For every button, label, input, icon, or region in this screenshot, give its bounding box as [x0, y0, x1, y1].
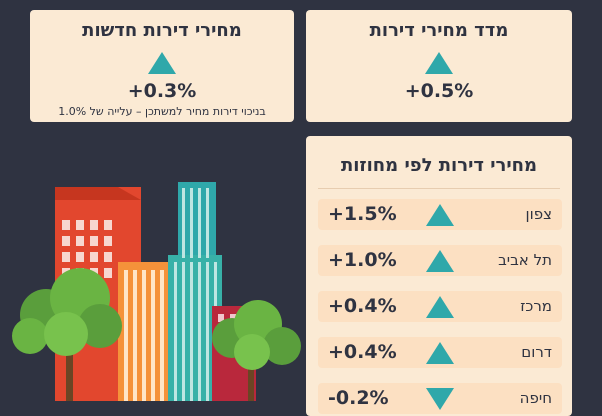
- city-illustration: [12, 182, 301, 401]
- orange-building: [118, 262, 170, 401]
- tree-icon: [212, 300, 301, 401]
- new-apartments-note: בניכוי דירות מחיר למשתכן – עלייה של 1.0%: [58, 105, 266, 118]
- up-arrow-icon: [426, 296, 454, 318]
- districts-title: מחירי דירות לפי מחוזות: [340, 155, 538, 176]
- district-row-south: +0.4% דרום: [318, 337, 562, 368]
- district-row-north: +1.5% צפון: [318, 199, 562, 230]
- district-name: תל אביב: [498, 251, 552, 269]
- up-arrow-icon: [426, 204, 454, 226]
- price-index-title: מדד מחירי דירות: [369, 20, 509, 41]
- districts-divider: [318, 188, 560, 189]
- up-arrow-icon: [148, 52, 176, 74]
- district-name: מרכז: [520, 297, 552, 315]
- new-apartments-title: מחירי דירות חדשות: [82, 20, 242, 41]
- up-arrow-icon: [426, 250, 454, 272]
- up-arrow-icon: [425, 52, 453, 74]
- district-value: +1.5%: [328, 203, 397, 225]
- district-value: +1.0%: [328, 249, 397, 271]
- price-index-value: +0.5%: [404, 80, 474, 102]
- district-name: צפון: [525, 205, 552, 223]
- districts-card: מחירי דירות לפי מחוזות: [306, 136, 572, 416]
- district-row-center: +0.4% מרכז: [318, 291, 562, 322]
- district-row-tel-aviv: +1.0% תל אביב: [318, 245, 562, 276]
- district-name: דרום: [521, 343, 552, 361]
- price-index-card: מדד מחירי דירות +0.5%: [306, 10, 572, 122]
- up-arrow-icon: [426, 342, 454, 364]
- new-apartments-value: +0.3%: [127, 80, 197, 102]
- new-apartments-card: מחירי דירות חדשות +0.3% בניכוי דירות מחי…: [30, 10, 294, 122]
- district-value: +0.4%: [328, 341, 397, 363]
- tree-icon: [12, 268, 122, 401]
- district-value: +0.4%: [328, 295, 397, 317]
